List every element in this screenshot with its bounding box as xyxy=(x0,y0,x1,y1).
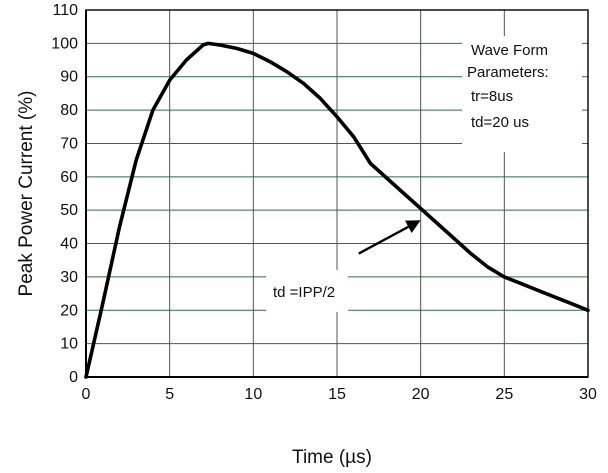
y-tick-label-80: 80 xyxy=(60,102,78,119)
params-annotation-line-3: td=20 us xyxy=(471,114,529,131)
y-tick-label-30: 30 xyxy=(60,269,78,286)
td-arrow-shaft xyxy=(358,225,409,255)
td-label-bg xyxy=(266,270,348,312)
x-tick-label-30: 30 xyxy=(579,386,597,403)
y-axis-title: Peak Power Current (%) xyxy=(16,91,37,297)
y-tick-label-50: 50 xyxy=(60,202,78,219)
x-tick-label-20: 20 xyxy=(412,386,430,403)
td-annotation-label: td =IPP/2 xyxy=(273,284,335,301)
x-tick-label-5: 5 xyxy=(165,386,174,403)
x-tick-label-0: 0 xyxy=(82,386,91,403)
x-tick-label-15: 15 xyxy=(328,386,346,403)
y-tick-label-10: 10 xyxy=(60,336,78,353)
y-tick-label-110: 110 xyxy=(52,2,78,19)
params-annotation-bg xyxy=(462,36,582,152)
params-annotation-line-2: tr=8us xyxy=(471,88,513,105)
y-tick-label-60: 60 xyxy=(60,169,78,186)
td-arrow-head xyxy=(405,220,421,233)
y-tick-label-70: 70 xyxy=(60,135,78,152)
y-tick-label-90: 90 xyxy=(60,69,78,86)
y-tick-label-40: 40 xyxy=(60,236,78,253)
params-annotation-line-1: Parameters: xyxy=(467,64,549,81)
annotation-backgrounds xyxy=(266,36,582,312)
y-tick-label-100: 100 xyxy=(51,35,78,52)
tick-labels: 0 10 20 30 40 50 60 70 80 90 100 110 0 5 10 15 20 25 30 xyxy=(51,2,597,403)
annotations: Wave Form Parameters: tr=8us td=20 us td =IP… xyxy=(273,42,549,301)
series-line-0 xyxy=(84,41,590,379)
x-tick-label-25: 25 xyxy=(495,386,513,403)
x-axis-title: Time (µs) xyxy=(292,447,372,468)
params-annotation-line-0: Wave Form xyxy=(471,42,548,59)
x-tick-label-10: 10 xyxy=(244,386,262,403)
series-layer xyxy=(84,41,590,379)
axes xyxy=(85,9,589,378)
y-tick-label-0: 0 xyxy=(69,369,78,386)
y-tick-label-20: 20 xyxy=(60,302,78,319)
